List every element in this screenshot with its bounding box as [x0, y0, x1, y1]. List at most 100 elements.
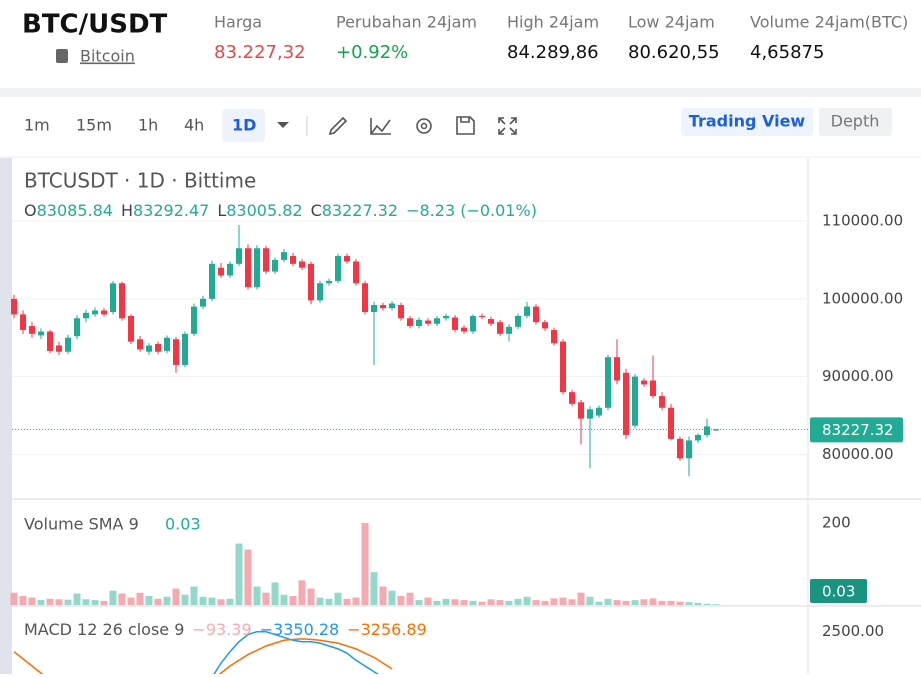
candle-body	[47, 331, 53, 351]
volume-bar	[253, 586, 261, 605]
save-icon[interactable]	[456, 116, 475, 135]
volume-bar	[460, 600, 468, 605]
macd-lines	[13, 630, 393, 674]
candle-body	[650, 380, 656, 397]
fullscreen-icon[interactable]	[498, 117, 517, 135]
settings-icon[interactable]	[416, 118, 432, 134]
volume-bar	[100, 600, 108, 605]
candle-body	[713, 429, 719, 431]
gap	[0, 88, 921, 97]
candle-body	[704, 426, 710, 435]
stat-value: 4,65875	[750, 42, 824, 63]
candle-body	[578, 402, 584, 419]
volume-bar	[154, 598, 162, 605]
candle-body	[425, 320, 431, 324]
volume-bar	[595, 601, 603, 605]
volume-tag	[810, 579, 867, 603]
candle-body	[263, 248, 269, 272]
candle-body	[641, 380, 647, 385]
candle-body	[245, 248, 251, 288]
volume-bar	[640, 599, 648, 605]
candle-body	[20, 314, 26, 330]
interval[interactable]: 15m	[76, 116, 112, 135]
macd-tick-label: 2500.00	[822, 622, 884, 640]
depth-button-label[interactable]: Depth	[831, 112, 880, 131]
stat-value: 84.289,86	[507, 42, 599, 63]
candle-body	[380, 305, 386, 309]
interval[interactable]: 1m	[24, 116, 50, 135]
candle-body	[632, 376, 638, 426]
volume-bar	[352, 597, 360, 605]
macd-reading: −3256.89	[347, 620, 427, 639]
indicator-icon[interactable]	[370, 118, 391, 135]
candle-body	[605, 357, 611, 408]
candle-body	[254, 248, 260, 288]
volume-bar	[172, 588, 180, 605]
volume-bar	[19, 595, 27, 605]
tv-button[interactable]	[681, 108, 813, 136]
draw-icon[interactable]	[328, 116, 348, 136]
macd-reading: −3350.28	[260, 620, 340, 639]
last-price-label: 83227.32	[822, 421, 894, 439]
volume-bar	[235, 543, 243, 605]
chart-title: BTCUSDT · 1D · Bittime	[24, 169, 256, 193]
volume-bar	[505, 600, 513, 605]
volume-bar	[64, 599, 72, 605]
candle-body	[686, 440, 692, 459]
stat-label: Low 24jam	[628, 13, 715, 32]
volume-bar	[676, 601, 684, 605]
interval[interactable]: 4h	[184, 116, 204, 135]
dropdown-arrow[interactable]	[277, 122, 289, 128]
macd-label: MACD 12 26 close 9	[24, 620, 184, 639]
candle-body	[506, 326, 512, 334]
left-strip	[0, 158, 12, 674]
candle-body	[11, 298, 17, 315]
candle-body	[281, 252, 287, 260]
volume-bar	[190, 586, 198, 605]
active-interval-bg	[222, 109, 265, 142]
interval[interactable]: 1D	[232, 116, 256, 135]
tv-button-label[interactable]: Trading View	[689, 112, 806, 131]
ohlc-change: −8.23 (−0.01%)	[406, 201, 537, 220]
candle-body	[398, 305, 404, 319]
volume-bar	[325, 598, 333, 605]
coin-link[interactable]: Bitcoin	[80, 47, 135, 66]
candle-body	[353, 261, 359, 284]
volume-bar	[145, 595, 153, 605]
volume-bar	[10, 592, 18, 605]
ohlc-key: L	[217, 201, 226, 220]
volume-bar	[199, 596, 207, 605]
volume-bar	[55, 599, 63, 605]
volume-bar	[289, 595, 297, 605]
volume-bar	[271, 582, 279, 605]
interval[interactable]: 1h	[138, 116, 158, 135]
volume-bar	[343, 598, 351, 605]
stat-label: Perubahan 24jam	[336, 13, 477, 32]
volume-bar	[262, 592, 270, 605]
depth-button[interactable]	[819, 108, 892, 136]
ohlc-key: H	[121, 201, 133, 220]
volume-bar	[244, 549, 252, 605]
candle-body	[191, 306, 197, 334]
volume-bar	[82, 599, 90, 605]
volume-bar	[208, 597, 216, 605]
macd-line	[13, 638, 393, 674]
candle-body	[452, 317, 458, 330]
candle-body	[569, 392, 575, 404]
volume-bar	[469, 600, 477, 605]
candle-body	[443, 315, 449, 319]
volume-bar	[451, 599, 459, 605]
last-price-tag	[810, 417, 903, 443]
volume-bar	[667, 600, 675, 605]
ohlc-key: O	[24, 201, 37, 220]
candle-body	[389, 303, 395, 309]
candle-body	[695, 434, 701, 441]
volume-bar	[559, 597, 567, 605]
volume-bar	[712, 604, 720, 605]
volume-bar	[334, 592, 342, 605]
macd-line	[213, 630, 379, 674]
y-tick-label: 80000.00	[822, 445, 894, 463]
volume-bar	[73, 593, 81, 605]
candle-body	[344, 256, 350, 262]
